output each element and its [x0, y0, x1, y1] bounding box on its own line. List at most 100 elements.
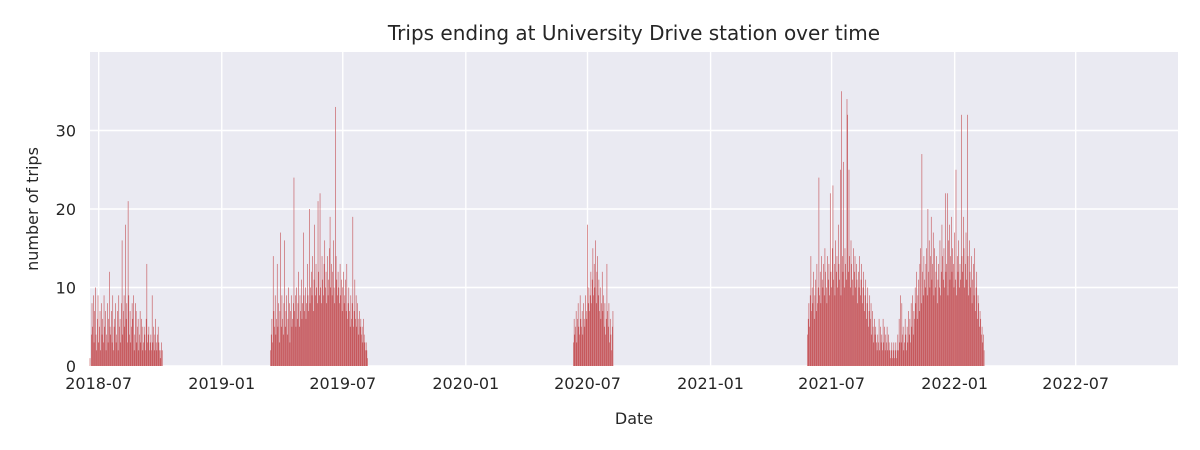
bar — [871, 334, 873, 366]
bar — [138, 350, 140, 366]
bar — [284, 326, 286, 366]
bar — [938, 263, 939, 366]
bar — [956, 295, 957, 366]
bar — [868, 311, 870, 366]
bar — [270, 334, 272, 366]
bar — [133, 295, 134, 366]
bar — [94, 311, 95, 366]
bar — [851, 263, 852, 366]
bar — [960, 279, 961, 366]
bar — [276, 318, 277, 366]
bar — [972, 279, 973, 366]
bar — [866, 318, 867, 366]
bar — [112, 295, 114, 366]
bar — [959, 287, 960, 366]
bar — [280, 326, 282, 366]
bar — [331, 263, 332, 366]
bar — [596, 271, 598, 366]
bar — [876, 342, 877, 366]
bar — [863, 271, 864, 366]
bar — [593, 263, 595, 366]
bar — [347, 318, 348, 366]
y-tick-label: 0 — [66, 357, 76, 376]
bar — [317, 303, 318, 366]
bar — [323, 263, 325, 366]
bar — [103, 295, 105, 366]
bar — [822, 287, 824, 366]
bar — [329, 216, 331, 366]
bar — [914, 287, 916, 366]
bar — [828, 263, 830, 366]
bar — [934, 248, 935, 366]
bar — [892, 358, 893, 366]
bar — [114, 318, 116, 366]
bar — [928, 240, 930, 366]
bar — [111, 342, 113, 366]
bar — [295, 295, 296, 366]
bar — [836, 256, 838, 366]
bar — [924, 287, 926, 366]
bar — [952, 248, 953, 366]
bar — [278, 303, 279, 366]
bar — [305, 318, 307, 366]
bar — [364, 342, 366, 366]
bar — [594, 287, 596, 366]
bar — [875, 326, 877, 366]
bar — [854, 271, 855, 366]
bar — [940, 295, 941, 366]
bar — [361, 326, 363, 366]
bar — [136, 342, 138, 366]
bar — [936, 256, 937, 366]
bar — [129, 311, 131, 366]
bar — [840, 169, 841, 366]
gridlines — [90, 52, 1178, 367]
bar — [271, 318, 273, 366]
bar — [867, 287, 869, 366]
bar — [110, 334, 112, 366]
bar — [348, 287, 350, 366]
bar — [959, 263, 961, 366]
x-tick-label: 2022-07 — [1042, 374, 1109, 393]
bar — [605, 334, 606, 366]
bar — [116, 334, 118, 366]
bar — [592, 248, 594, 366]
bar — [291, 326, 293, 366]
bar — [611, 350, 612, 366]
bar — [815, 311, 817, 366]
x-tick-label: 2019-01 — [188, 374, 255, 393]
bar — [957, 271, 959, 366]
bar — [906, 326, 908, 366]
bar — [363, 318, 364, 366]
bar — [347, 303, 349, 366]
bar — [335, 256, 337, 366]
bar — [576, 342, 578, 366]
bar — [577, 303, 579, 366]
bar — [929, 287, 931, 366]
bar — [275, 334, 277, 366]
bar — [883, 342, 885, 366]
bar — [904, 342, 905, 366]
bar — [610, 334, 612, 366]
bar — [936, 303, 938, 366]
bar — [160, 350, 162, 366]
bar — [612, 311, 614, 366]
bar — [824, 248, 826, 366]
bar — [117, 311, 118, 366]
bar — [358, 334, 360, 366]
bar — [609, 318, 611, 366]
bar — [302, 303, 303, 366]
bar — [880, 326, 881, 366]
bar — [140, 342, 142, 366]
bar — [808, 303, 810, 366]
bar — [958, 240, 959, 366]
bar — [924, 279, 925, 366]
bar — [311, 295, 313, 366]
bar — [921, 154, 923, 366]
bar — [305, 287, 306, 366]
bar — [868, 326, 869, 366]
bar — [827, 256, 828, 366]
bar — [942, 256, 943, 366]
bar — [322, 279, 324, 366]
bar — [819, 295, 820, 366]
